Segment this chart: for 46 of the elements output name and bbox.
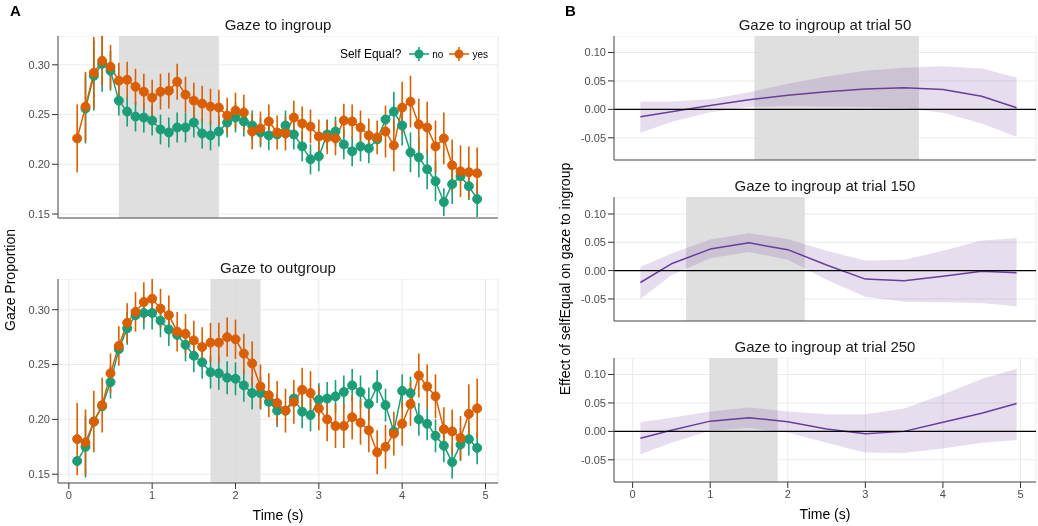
x-tick-label: 1 — [149, 488, 156, 501]
text: A — [10, 2, 21, 19]
y-tick-label: 0.30 — [28, 303, 50, 316]
y-tick-label: 0.00 — [584, 264, 606, 277]
y-tick-label: 0.10 — [584, 368, 606, 381]
x-tick-label: 1 — [707, 487, 714, 500]
chart-title: Gaze to ingroup at trial 250 — [734, 338, 916, 355]
x-tick-label: 4 — [399, 488, 406, 501]
x-tick-label: 2 — [784, 487, 791, 500]
y-tick-label: 0.05 — [584, 74, 606, 87]
y-axis-title: Gaze Proportion — [2, 228, 18, 331]
y-tick-label: 0.20 — [28, 413, 50, 426]
x-tick-label: 3 — [315, 488, 322, 501]
legend-label: no — [432, 48, 444, 60]
y-tick-label: 0.10 — [584, 207, 606, 220]
y-tick-label: 0.20 — [28, 158, 50, 171]
y-tick-label: 0.10 — [584, 46, 606, 59]
y-tick-label: 0.30 — [28, 58, 50, 71]
y-tick-label: 0.05 — [584, 236, 606, 249]
x-tick-label: 0 — [629, 487, 636, 500]
legend-label: yes — [472, 48, 488, 60]
legend-title: Self Equal? — [339, 47, 402, 61]
y-tick-label: 0.15 — [28, 468, 50, 481]
x-tick-label: 4 — [939, 487, 946, 500]
y-tick-label: 0.00 — [584, 425, 606, 438]
y-tick-label: -0.05 — [580, 453, 606, 466]
x-axis-title: Time (s) — [252, 507, 304, 523]
chart-title: Gaze to ingroup — [224, 16, 332, 33]
y-axis-title: Effect of selfEqual on gaze to ingroup — [557, 162, 573, 396]
y-tick-label: 0.25 — [28, 358, 50, 371]
chart-title: Gaze to outgroup — [220, 259, 336, 276]
x-tick-label: 5 — [1017, 487, 1024, 500]
y-tick-label: 0.25 — [28, 108, 50, 121]
x-tick-label: 0 — [65, 488, 72, 501]
y-tick-label: -0.05 — [580, 131, 606, 144]
y-tick-label: -0.05 — [580, 292, 606, 305]
x-tick-label: 5 — [482, 488, 489, 501]
x-tick-label: 3 — [862, 487, 869, 500]
text: B — [565, 2, 576, 19]
y-tick-label: 0.00 — [584, 103, 606, 116]
y-tick-label: 0.05 — [584, 396, 606, 409]
x-axis-title: Time (s) — [799, 506, 851, 522]
x-tick-label: 2 — [232, 488, 239, 501]
chart-title: Gaze to ingroup at trial 150 — [734, 177, 916, 194]
chart-title: Gaze to ingroup at trial 50 — [738, 16, 912, 33]
y-tick-label: 0.15 — [28, 207, 50, 220]
